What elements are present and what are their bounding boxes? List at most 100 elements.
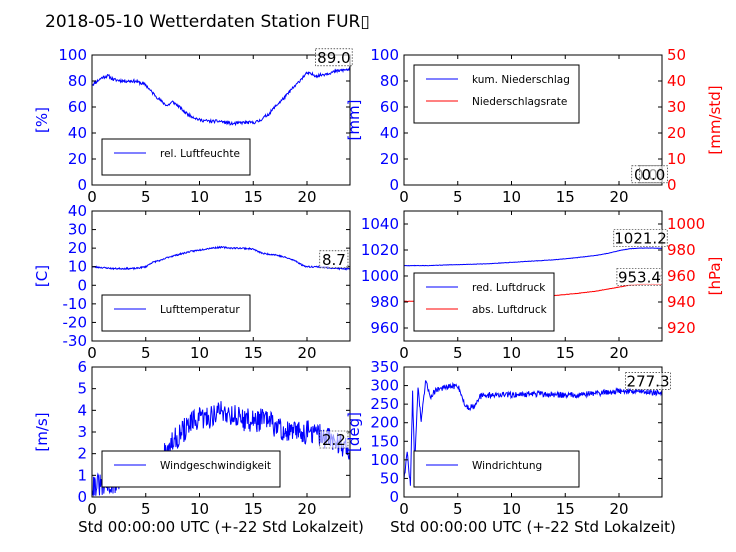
y-tick-label: 20 (68, 150, 87, 168)
y-tick-label: 0 (77, 176, 87, 194)
x-tick-label: 20 (297, 344, 316, 362)
x-tick-label: 10 (502, 344, 521, 362)
y-axis-label: [m/s] (33, 412, 51, 451)
y-axis-label: [deg] (345, 412, 363, 452)
x-tick-label: 0 (399, 500, 409, 518)
y2-tick-label: 10 (667, 150, 686, 168)
y-tick-label: 5 (77, 380, 87, 398)
x-tick-label: 20 (297, 500, 316, 518)
y-axis-label: [%] (33, 107, 51, 133)
x-tick-label: 5 (453, 188, 463, 206)
x-axis-label: Std 00:00:00 UTC (+-22 Std Lokalzeit) (390, 518, 676, 536)
series-line-lufttemperatur (92, 245, 350, 271)
value-annotation-box (315, 48, 353, 67)
x-tick-label: 10 (190, 344, 209, 362)
plot-frame (91, 210, 351, 342)
x-tick-label: 0 (87, 188, 97, 206)
y-tick-label: 40 (380, 124, 399, 142)
series-line-rel-luftfeuchte (92, 66, 350, 127)
value-annotation: 0.0 (641, 166, 665, 184)
value-annotation: 89.0 (317, 49, 350, 67)
x-tick-label: 15 (244, 344, 263, 362)
y2-axis-label: [hPa] (706, 257, 724, 296)
y-tick-label: 1 (77, 466, 87, 484)
legend-label: Lufttemperatur (160, 304, 240, 316)
value-annotation-box (319, 250, 349, 269)
y-tick-label: 0 (77, 488, 87, 506)
y-tick-label: 4 (77, 401, 87, 419)
series-line-windrichtung (404, 380, 662, 486)
value-annotation: 277.3 (627, 373, 670, 391)
y-tick-label: 10 (68, 258, 87, 276)
legend-box (101, 294, 251, 332)
y-tick-label: 100 (370, 451, 399, 469)
y-tick-label: 1000 (361, 267, 399, 285)
chart-panel-precip: 0 5 10 15 20 0 20 40 60 80 100 0 10 20 30 40 50 [mm] [mm/s… (345, 46, 724, 206)
legend: Windgeschwindigkeit (101, 450, 281, 488)
y-tick-label: 6 (77, 358, 87, 376)
y-tick-label: 60 (68, 98, 87, 116)
legend-box (413, 450, 580, 488)
y2-tick-label: 40 (667, 72, 686, 90)
chart-panel-pressure: 0 5 10 15 2096098010001020104092094096098010… (361, 210, 724, 362)
y-axis-label: [C] (33, 265, 51, 287)
y-tick-label: 250 (370, 395, 399, 413)
series-line-red-luftdruck (404, 247, 662, 267)
y2-tick-label: 50 (667, 46, 686, 64)
plot-frame (403, 366, 663, 498)
x-tick-label: 5 (453, 344, 463, 362)
legend-box (101, 138, 251, 176)
x-tick-label: 5 (453, 500, 463, 518)
y2-tick-label: 1000 (667, 215, 705, 233)
y-tick-label: 100 (370, 46, 399, 64)
x-tick-label: 5 (141, 500, 151, 518)
value-annotation-box (613, 229, 668, 247)
x-tick-label: 10 (502, 188, 521, 206)
y-tick-label: 1020 (361, 241, 399, 259)
x-tick-label: 15 (244, 188, 263, 206)
y-tick-label: 30 (68, 221, 87, 239)
y2-axis-label: [mm/std] (706, 85, 724, 154)
legend-label: red. Luftdruck (472, 282, 546, 294)
y2-tick-label: 940 (667, 293, 696, 311)
y-tick-label: 300 (370, 377, 399, 395)
figure-title: 2018-05-10 Wetterdaten Station FUR▯ (45, 12, 370, 32)
legend-box (101, 450, 281, 488)
y-tick-label: 2 (77, 445, 87, 463)
plot-frame (403, 54, 663, 186)
y-tick-label: 80 (380, 72, 399, 90)
y-axis-label: [mm] (345, 100, 363, 141)
y-tick-label: -10 (63, 295, 88, 313)
y2-tick-label: 0 (667, 176, 677, 194)
y-tick-label: 50 (380, 469, 399, 487)
value-annotation: 953.4 (618, 269, 661, 287)
value-annotation: 1021.2 (614, 230, 667, 248)
x-tick-label: 20 (609, 344, 628, 362)
legend: Lufttemperatur (101, 294, 251, 332)
x-tick-label: 0 (399, 188, 409, 206)
y-tick-label: 1040 (361, 215, 399, 233)
chart-panel-humidity: 0 5 10 15 20 0 20 40 60 80 100 [%] rel. Luftfeuchte 8… (33, 46, 353, 206)
legend: red. Luftdruck abs. Luftdruck (413, 272, 555, 332)
legend-label: abs. Luftdruck (472, 304, 548, 316)
legend-box (413, 272, 555, 332)
legend: kum. Niederschlag Niederschlagsrate (413, 64, 580, 124)
value-annotation: 2.2 (322, 431, 346, 449)
value-annotation-box (319, 430, 349, 449)
y-tick-label: 40 (68, 124, 87, 142)
x-tick-label: 15 (556, 188, 575, 206)
x-tick-label: 10 (502, 500, 521, 518)
y2-tick-label: 30 (667, 98, 686, 116)
legend: Windrichtung (413, 450, 580, 488)
y-tick-label: 0 (389, 176, 399, 194)
x-tick-label: 0 (87, 500, 97, 518)
x-tick-label: 5 (141, 188, 151, 206)
legend-label: Windrichtung (472, 460, 542, 472)
x-tick-label: 10 (190, 188, 209, 206)
x-tick-label: 0 (87, 344, 97, 362)
y-tick-label: -20 (63, 313, 88, 331)
value-annotation-box (625, 372, 671, 390)
y-tick-label: 100 (58, 46, 87, 64)
